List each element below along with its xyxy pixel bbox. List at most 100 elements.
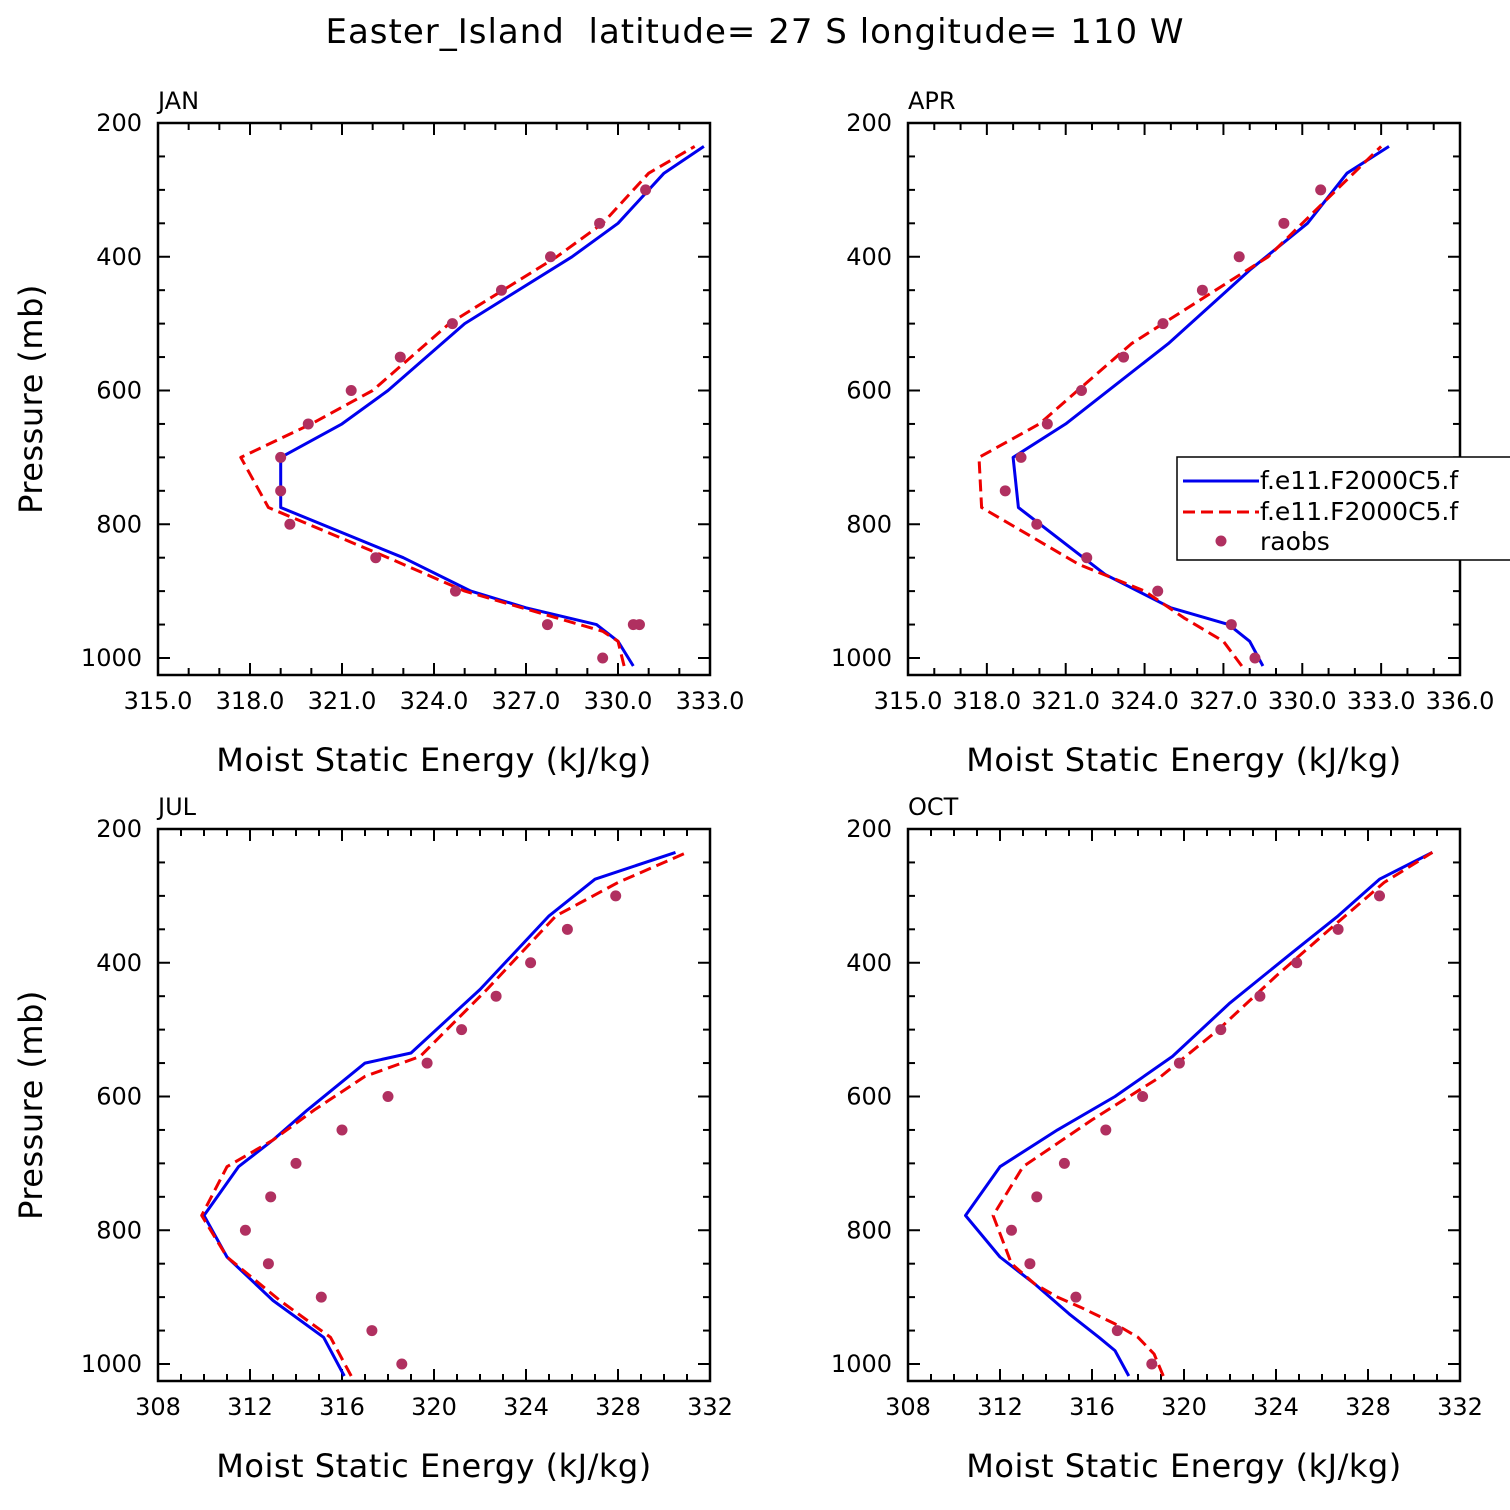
jul-raobs-point [382, 1091, 394, 1102]
apr-raobs-point [1157, 318, 1169, 330]
apr-raobs-point [1233, 251, 1245, 263]
apr-xtick-label: 321.0 [1031, 687, 1100, 715]
jan-ytick-label: 600 [96, 377, 142, 405]
apr-raobs-point [1278, 217, 1290, 229]
oct-raobs-point [1070, 1291, 1082, 1303]
apr-ytick-label: 1000 [831, 644, 892, 672]
jan-raobs-point [594, 217, 606, 229]
oct-raobs-point [1058, 1157, 1070, 1169]
oct-raobs-point [1374, 890, 1385, 902]
oct-raobs-point [1006, 1224, 1017, 1236]
jul-ytick-label: 600 [96, 1083, 142, 1111]
apr-ytick-label: 800 [846, 510, 892, 538]
apr-raobs-point [999, 485, 1011, 497]
jan-raobs-point [640, 184, 652, 196]
apr-series-solid [1011, 145, 1390, 667]
jul-raobs-point [336, 1124, 348, 1136]
apr-plot-frame [906, 121, 1462, 677]
apr-ytick-label: 400 [846, 243, 892, 271]
jan-raobs-point [284, 518, 296, 530]
jul-x-axis-title: Moist Static Energy (kJ/kg) [216, 1447, 651, 1485]
jul-raobs-point [456, 1024, 468, 1036]
jan-raobs-point [449, 585, 461, 597]
apr-xtick-label: 318.0 [952, 687, 1021, 715]
oct-xtick-label: 324 [1253, 1393, 1299, 1421]
apr-xtick-label: 330.0 [1268, 687, 1337, 715]
jan-series-solid [279, 145, 705, 667]
oct-raobs-point [1173, 1057, 1185, 1069]
jan-raobs-point [370, 552, 382, 564]
jul-raobs-point [290, 1157, 302, 1169]
jan-raobs-point [597, 652, 609, 664]
oct-panel-title: OCT [908, 793, 959, 821]
jan-raobs-point [446, 318, 458, 330]
jan-raobs-point [275, 485, 287, 497]
jan-ytick-label: 400 [96, 243, 142, 271]
jul-raobs-point [366, 1325, 378, 1337]
jan-raobs-point [345, 385, 357, 396]
jul-raobs-point [525, 957, 537, 969]
jul-raobs-point [396, 1358, 408, 1370]
oct-ytick-label: 200 [846, 815, 892, 843]
apr-raobs-point [1075, 385, 1087, 396]
jan-raobs-point [633, 619, 645, 631]
jul-series-solid [202, 850, 676, 1377]
oct-raobs-point [1291, 957, 1303, 969]
oct-raobs-point [1031, 1191, 1043, 1203]
jul-raobs-point [490, 990, 502, 1002]
oct-xtick-label: 320 [1161, 1393, 1207, 1421]
oct-raobs-point [1111, 1325, 1123, 1337]
apr-xtick-label: 336.0 [1426, 687, 1495, 715]
oct-xtick-label: 316 [1069, 1393, 1115, 1421]
apr-raobs-point [1031, 518, 1043, 530]
chart-title: Easter_Island latitude= 27 S longitude= … [325, 12, 1185, 52]
jul-xtick-label: 328 [595, 1393, 641, 1421]
jul-raobs-point [262, 1258, 274, 1270]
jan-ytick-label: 200 [96, 109, 142, 137]
oct-plot-frame [906, 827, 1462, 1383]
jul-raobs-point [610, 890, 622, 902]
apr-xtick-label: 315.0 [874, 687, 943, 715]
oct-xtick-label: 328 [1345, 1393, 1391, 1421]
jan-ytick-label: 800 [96, 510, 142, 538]
oct-raobs-point [1100, 1124, 1112, 1136]
jan-xtick-label: 327.0 [492, 687, 561, 715]
oct-xtick-label: 312 [977, 1393, 1023, 1421]
apr-x-axis-title: Moist Static Energy (kJ/kg) [966, 741, 1401, 779]
jul-panel-title: JUL [156, 793, 197, 821]
oct-xtick-label: 308 [885, 1393, 931, 1421]
jan-plot-frame [156, 121, 712, 677]
jul-xtick-label: 316 [319, 1393, 365, 1421]
jan-raobs-point [302, 418, 314, 430]
jul-raobs-point [315, 1291, 327, 1303]
jul-ytick-label: 400 [96, 949, 142, 977]
oct-raobs-point [1024, 1258, 1036, 1270]
jan-xtick-label: 333.0 [676, 687, 745, 715]
jul-xtick-label: 312 [227, 1393, 273, 1421]
apr-raobs-point [1249, 652, 1261, 664]
jul-raobs-point [265, 1191, 277, 1203]
jul-series-dashed [200, 851, 688, 1377]
apr-ytick-label: 200 [846, 109, 892, 137]
oct-x-axis-title: Moist Static Energy (kJ/kg) [966, 1447, 1401, 1485]
apr-raobs-point [1196, 284, 1208, 296]
jul-xtick-label: 332 [687, 1393, 733, 1421]
jul-xtick-label: 308 [135, 1393, 181, 1421]
oct-series-solid [964, 851, 1434, 1377]
apr-series-dashed [977, 145, 1383, 667]
apr-raobs-point [1225, 619, 1237, 631]
oct-ytick-label: 1000 [831, 1350, 892, 1378]
jul-ytick-label: 800 [96, 1216, 142, 1244]
jan-xtick-label: 315.0 [124, 687, 193, 715]
jan-raobs-point [394, 351, 406, 363]
legend-label-solid: f.e11.F2000C5.f [1260, 466, 1459, 495]
apr-xtick-label: 333.0 [1347, 687, 1416, 715]
jan-xtick-label: 324.0 [400, 687, 469, 715]
apr-ytick-label: 600 [846, 377, 892, 405]
jan-x-axis-title: Moist Static Energy (kJ/kg) [216, 741, 651, 779]
apr-panel-title: APR [908, 87, 956, 115]
apr-raobs-point [1015, 451, 1027, 463]
apr-xtick-label: 327.0 [1189, 687, 1258, 715]
legend-swatch-raobs [1215, 535, 1227, 547]
